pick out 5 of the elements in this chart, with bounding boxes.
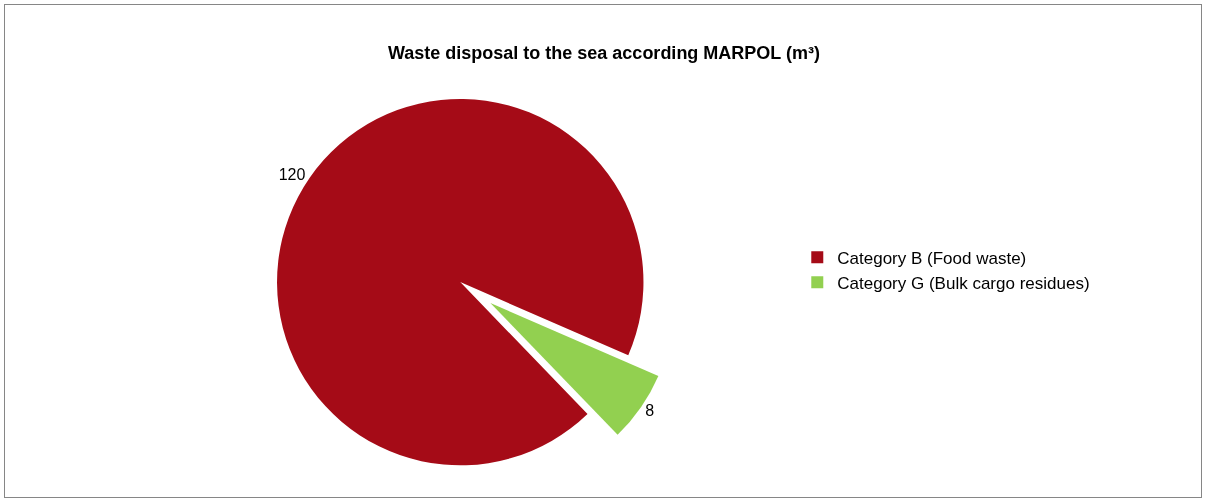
chart-title: Waste disposal to the sea according MARPOL (m³) — [387, 42, 821, 63]
legend-label: Category B (Food waste) — [837, 248, 1027, 268]
data-label: 120 — [278, 166, 306, 184]
data-label: 8 — [645, 401, 655, 419]
legend-label: Category G (Bulk cargo residues) — [837, 273, 1090, 293]
